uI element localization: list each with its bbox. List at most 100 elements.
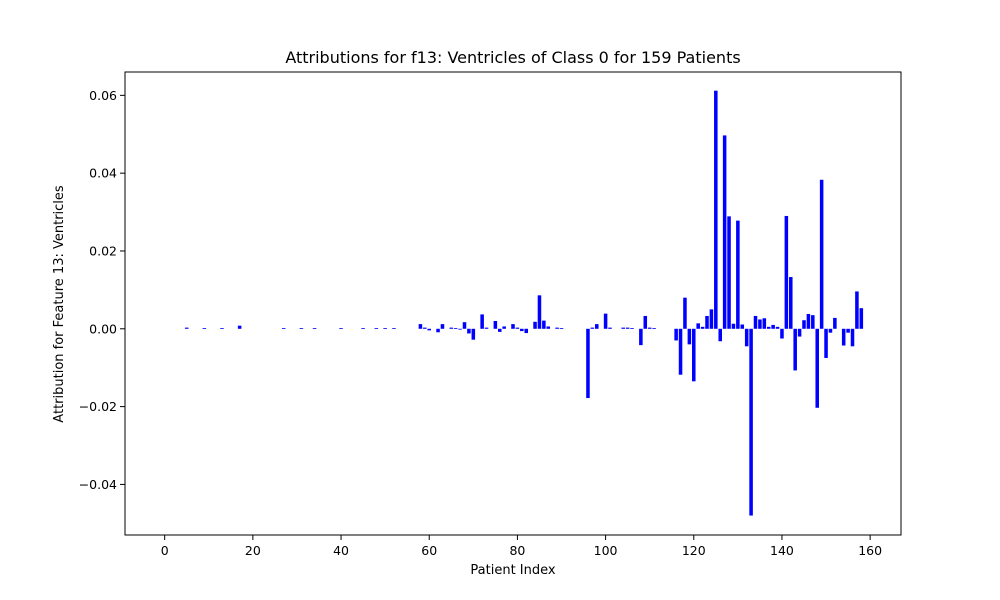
bar-patient-45 (361, 328, 365, 329)
plot-frame (124, 71, 902, 536)
y-tick-label: 0.06 (89, 88, 117, 103)
bar-patient-76 (498, 328, 502, 332)
y-axis-label: Attribution for Feature 13: Ventricles (52, 185, 67, 423)
bar-patient-48 (374, 328, 379, 329)
bar-patient-152 (833, 317, 837, 329)
y-tick-label: 0.00 (89, 321, 117, 336)
bar-patient-79 (511, 324, 515, 329)
bar-patient-151 (828, 328, 833, 333)
bar-patient-129 (731, 323, 736, 329)
bar-patient-50 (383, 328, 387, 329)
bar-patient-98 (595, 324, 599, 329)
bar-patient-135 (758, 319, 762, 329)
y-axis-ticks: −0.04 −0.02 0.00 0.02 0.04 0.06 (79, 88, 125, 492)
bar-patient-104 (621, 327, 625, 329)
x-axis-label: Patient Index (470, 563, 555, 578)
bar-patient-85 (537, 295, 542, 329)
bar-patient-69 (467, 328, 471, 334)
x-tick-label: 0 (161, 543, 169, 558)
bar-patient-118 (683, 297, 687, 329)
x-tick-label: 140 (770, 543, 794, 558)
bar-patient-150 (824, 328, 828, 358)
bar-patient-77 (502, 326, 506, 329)
bar-patient-123 (705, 315, 709, 329)
bar-patient-111 (652, 328, 656, 329)
bar-patient-139 (775, 326, 780, 329)
x-tick-label: 160 (858, 543, 882, 558)
bar-patient-134 (753, 315, 758, 329)
bar-patient-119 (687, 328, 692, 345)
bar-patient-110 (647, 327, 652, 329)
bar-patient-124 (709, 309, 714, 329)
bar-patient-137 (766, 326, 771, 329)
bar-patient-5 (184, 327, 189, 329)
bar-patient-96 (586, 328, 590, 399)
bar-patient-52 (392, 328, 396, 329)
y-tick-label: −0.04 (79, 477, 117, 492)
bar-patient-122 (700, 326, 705, 329)
bar-patient-80 (515, 327, 520, 329)
bar-patient-34 (312, 328, 317, 329)
bar-patient-154 (841, 328, 846, 346)
x-axis-ticks: 0 20 40 60 80 100 120 140 160 (161, 535, 882, 558)
bar-patient-126 (718, 328, 722, 342)
bar-patient-144 (797, 328, 802, 337)
bar-patient-108 (639, 328, 643, 346)
bar-patient-58 (418, 324, 423, 329)
bar-patient-133 (749, 328, 753, 516)
bar-patient-90 (559, 328, 564, 329)
bar-patient-149 (819, 179, 824, 329)
bar-patient-89 (555, 327, 559, 329)
bar-patient-9 (202, 328, 207, 329)
bar-patient-156 (850, 328, 855, 347)
bar-patient-131 (740, 324, 745, 329)
x-tick-label: 80 (509, 543, 525, 558)
bars-group (184, 90, 864, 516)
bar-patient-105 (625, 327, 630, 329)
bar-patient-106 (630, 328, 634, 329)
bar-patient-145 (802, 320, 806, 329)
bar-patient-116 (674, 328, 678, 341)
bar-patient-120 (692, 328, 696, 382)
bar-patient-155 (846, 328, 850, 333)
y-tick-label: 0.04 (89, 166, 117, 181)
bar-patient-65 (449, 327, 454, 329)
bar-patient-84 (533, 321, 537, 329)
bar-patient-101 (608, 327, 612, 329)
bar-patient-132 (744, 328, 749, 347)
bar-patient-75 (493, 321, 498, 329)
bar-patient-60 (427, 328, 431, 331)
bar-patient-13 (220, 328, 224, 329)
bar-patient-70 (471, 328, 476, 340)
y-tick-label: −0.02 (79, 399, 117, 414)
bar-patient-127 (722, 135, 727, 329)
bar-patient-136 (762, 318, 767, 329)
bar-patient-100 (603, 313, 608, 329)
bar-patient-140 (780, 328, 784, 339)
x-tick-label: 120 (682, 543, 706, 558)
bar-patient-68 (462, 322, 467, 329)
bar-patient-125 (714, 90, 718, 329)
bar-patient-31 (299, 328, 304, 329)
bar-patient-73 (484, 327, 489, 329)
bar-patient-143 (793, 328, 797, 371)
bar-patient-86 (542, 320, 546, 329)
x-tick-label: 60 (421, 543, 437, 558)
bar-patient-27 (281, 328, 286, 329)
bar-patient-67 (458, 328, 462, 330)
y-tick-label: 0.02 (89, 243, 117, 258)
bar-patient-130 (736, 220, 740, 329)
bar-patient-121 (696, 323, 700, 329)
x-tick-label: 20 (245, 543, 261, 558)
bar-patient-141 (784, 215, 789, 329)
bar-patient-142 (789, 277, 793, 329)
bar-patient-147 (811, 315, 815, 329)
bar-patient-40 (339, 328, 343, 329)
bar-patient-128 (727, 216, 731, 329)
bar-patient-63 (440, 324, 445, 329)
bar-patient-158 (859, 308, 864, 329)
bar-patient-87 (546, 326, 551, 329)
bar-patient-81 (520, 328, 524, 332)
bar-patient-97 (590, 327, 595, 329)
